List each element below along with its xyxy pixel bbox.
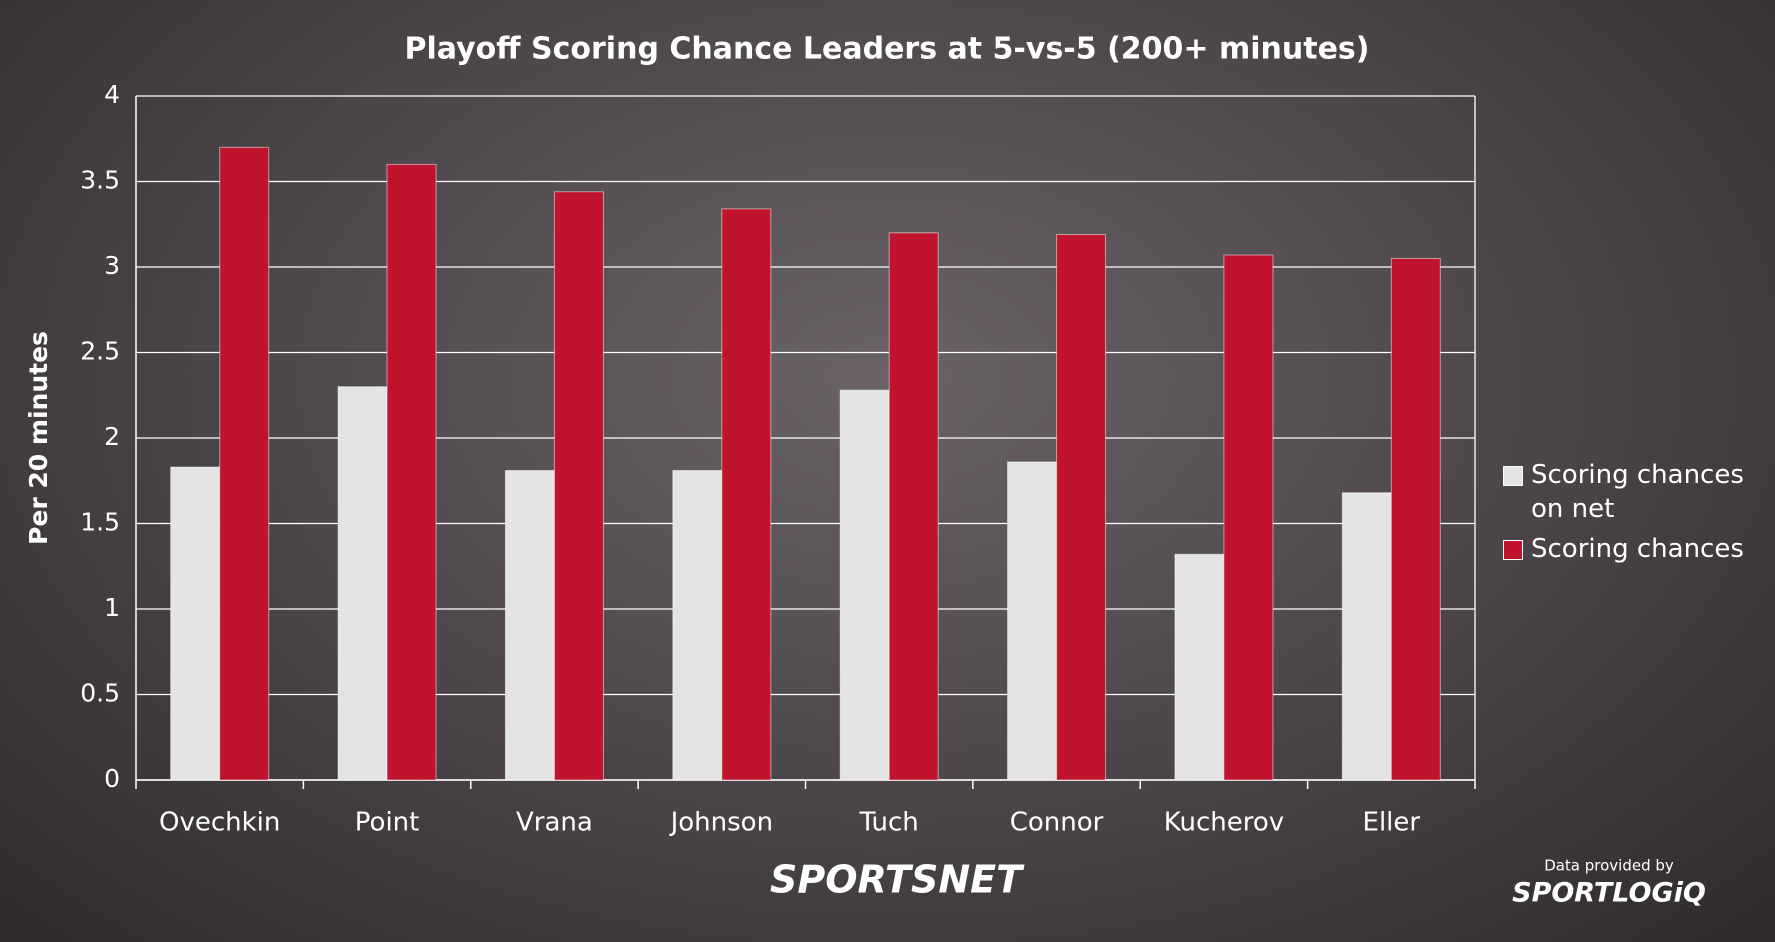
y-tick-label: 3.5 <box>80 166 120 195</box>
bar <box>888 232 939 781</box>
x-tick-label: Vrana <box>516 808 593 838</box>
bar <box>1007 461 1058 781</box>
legend: Scoring chances on net Scoring chances <box>1503 458 1763 572</box>
bar <box>553 191 604 781</box>
legend-item: Scoring chances on net <box>1503 458 1763 526</box>
y-axis-label: Per 20 minutes <box>24 331 53 545</box>
y-tick-label: 4 <box>104 80 120 109</box>
x-tick-label: Ovechkin <box>159 808 280 838</box>
x-tick-label: Eller <box>1363 808 1421 838</box>
y-tick-label: 1 <box>104 593 120 622</box>
provider-logo: SPORTLOGiQ <box>1512 878 1706 909</box>
bar <box>672 469 723 781</box>
legend-swatch <box>1503 540 1523 560</box>
broadcaster-logo: SPORTSNET <box>770 858 1025 902</box>
y-tick-label: 0 <box>104 764 120 793</box>
y-tick-label: 2.5 <box>80 337 120 366</box>
bar <box>219 146 270 781</box>
legend-item: Scoring chances <box>1503 532 1763 566</box>
y-tick-label: 3 <box>104 251 120 280</box>
y-tick-label: 0.5 <box>80 679 120 708</box>
legend-swatch <box>1503 466 1523 486</box>
bar <box>504 469 555 781</box>
x-tick-label: Johnson <box>669 808 773 838</box>
bar <box>1056 234 1107 781</box>
bar <box>1223 254 1274 781</box>
legend-label: Scoring chances on net <box>1531 460 1744 524</box>
bar <box>1174 553 1225 781</box>
x-tick-label: Point <box>355 808 420 838</box>
x-tick-label: Tuch <box>859 808 919 838</box>
x-tick-label: Kucherov <box>1164 808 1284 838</box>
y-tick-label: 1.5 <box>80 508 120 537</box>
bar <box>1390 257 1441 781</box>
x-tick-label: Connor <box>1010 808 1104 838</box>
y-tick-label: 2 <box>104 422 120 451</box>
bar <box>721 208 772 781</box>
credit-text: Data provided by <box>1544 857 1674 875</box>
bar <box>1341 492 1392 781</box>
legend-label: Scoring chances <box>1531 534 1744 564</box>
bar <box>386 163 437 781</box>
bar <box>170 466 221 781</box>
bar <box>337 386 388 781</box>
chart-title: Playoff Scoring Chance Leaders at 5-vs-5… <box>405 32 1370 67</box>
bar <box>839 389 890 781</box>
